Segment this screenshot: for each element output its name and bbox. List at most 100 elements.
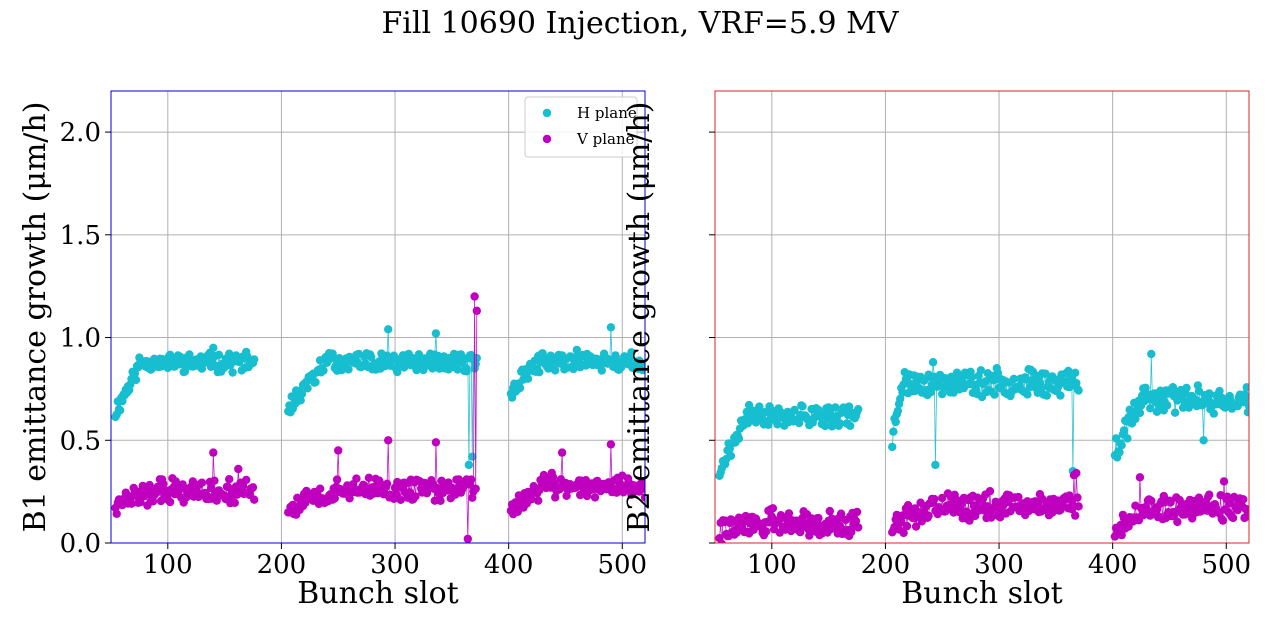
h-plane-data-point [344,365,353,374]
v-plane-data-point [250,495,259,504]
h-plane-data-point [844,402,854,411]
v-plane-data-point [382,479,392,488]
v-plane-data-point [384,436,393,445]
v-plane-data-point [467,475,476,484]
h-plane-data-point [297,389,307,399]
v-plane-data-point [234,464,243,474]
h-plane-data-point [515,383,525,393]
v-plane-data-point [1173,517,1182,527]
x-tick-label: 300 [974,550,1024,580]
series-group [715,349,1249,543]
y-axis-label: B2 emittance growth (μm/h) [622,102,657,533]
h-plane-data-point [303,384,312,393]
h-plane-data-point [764,420,773,429]
v-plane-data-point [761,527,771,536]
page-title: Fill 10690 Injection, VRF=5.9 MV [381,6,899,41]
h-plane-data-point [967,373,976,382]
h-plane-data-point [1117,441,1126,450]
v-plane-data-point [330,494,339,503]
x-tick-label: 200 [861,550,911,580]
y-tick-label: 1.5 [60,221,101,251]
v-plane-data-point [248,483,258,492]
y-tick-label: 0.5 [60,426,101,456]
v-plane-data-point [1071,511,1080,520]
v-plane-data-point [717,539,726,543]
h-plane-data-point [209,343,218,352]
v-plane-data-point [590,493,600,502]
h-plane-data-point [990,390,999,399]
h-plane-data-point [1042,391,1052,400]
v-plane-data-point [197,478,207,487]
v-plane-data-point [364,473,374,482]
h-plane-data-point [1215,386,1224,396]
h-plane-data-point [1135,408,1145,418]
x-tick-label: 300 [370,550,420,580]
h-plane-data-point [1205,389,1214,398]
v-plane-data-point [436,496,445,505]
h-plane-data-point [616,363,626,372]
h-plane-data-point [367,352,376,362]
v-plane-data-point [1219,477,1229,486]
h-plane-data-point [384,325,393,334]
v-plane-data-point [557,448,567,457]
h-plane-data-point [1243,408,1249,417]
h-plane-data-point [755,402,764,411]
v-plane-data-point [334,446,343,455]
h-plane-data-point [228,368,237,377]
v-plane-data-point [903,501,913,510]
h-plane-data-point [938,389,947,399]
v-plane-data-point [470,292,479,301]
plot-frame [110,90,646,544]
v-plane-data-point [210,476,219,485]
h-plane-data-point [976,366,986,375]
h-plane-data-point [1064,366,1073,376]
v-plane-data-point [1147,496,1156,505]
v-plane-data-point [1223,492,1232,501]
h-plane-data-point [115,406,125,415]
h-plane-data-point [744,400,754,410]
h-plane-data-point [462,367,471,376]
v-plane-data-point [154,486,163,495]
v-plane-data-point [1175,495,1184,505]
v-plane-data-point [784,509,794,518]
v-plane-data-point [1159,491,1169,501]
v-plane-data-point [472,306,481,315]
v-plane-data-point [825,506,834,516]
v-plane-data-point [1073,493,1082,502]
legend-label: H plane [577,104,637,122]
h-plane-data-point [250,355,259,364]
h-plane-data-point [1123,434,1132,443]
h-plane-data-point [926,387,936,397]
h-plane-data-point [893,406,903,415]
plot-frame [714,90,1250,544]
v-plane-data-point [127,499,136,508]
h-plane-data-point [896,394,905,404]
v-plane-data-point [225,475,234,484]
v-plane-data-point [238,481,247,491]
b2-emittance-panel: 100 200 300 400 500 Bunch slot B2 emittance gr… [622,90,1251,611]
h-plane-data-point [551,366,560,375]
h-plane-data-point [891,417,900,427]
h-plane-data-point [296,396,305,405]
v-plane-data-point [854,523,863,532]
h-plane-data-point [888,442,897,452]
v-plane-data-point [911,522,921,531]
v-plane-data-point [1228,513,1238,523]
v-plane-data-point [1117,530,1126,540]
h-plane-data-point [627,348,636,357]
h-plane-data-point [794,418,804,428]
v-plane-data-point [1135,473,1145,482]
v-plane-data-point [1014,492,1023,502]
h-plane-data-point [1074,386,1083,395]
h-plane-data-point [1241,394,1249,403]
v-plane-data-point [315,484,325,493]
h-plane-data-point [931,460,940,470]
x-axis-label: Bunch slot [297,576,458,611]
v-plane-data-point [471,484,480,493]
legend-marker [542,134,552,144]
v-plane-data-point [392,490,401,499]
v-plane-data-point [768,504,778,513]
x-tick-label: 100 [143,550,193,580]
h-plane-data-point [1244,401,1249,411]
h-plane-data-point [821,421,830,431]
